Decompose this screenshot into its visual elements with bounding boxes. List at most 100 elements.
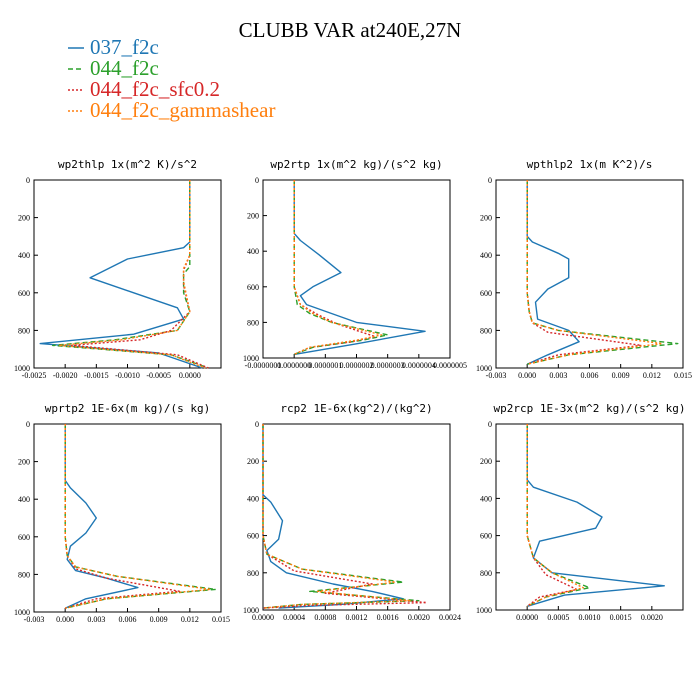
x-tick-label: 0.0000000 [277,361,311,370]
chart-panel: wp2thlp 1x(m^2 K)/s^202004006008001000-0… [14,158,222,380]
y-tick-label: 800 [18,570,30,579]
x-tick-label: 0.000 [518,371,536,380]
legend-label: 037_f2c [90,35,159,59]
x-tick-label: -0.003 [486,371,507,380]
series-line [526,180,679,365]
x-tick-label: -0.0000001 [245,361,282,370]
x-tick-label: 0.009 [612,371,630,380]
x-tick-label: 0.0000002 [340,361,374,370]
panel-title: wp2thlp 1x(m^2 K)/s^2 [58,158,197,171]
series-line [526,424,591,607]
y-tick-label: 1000 [14,608,30,617]
x-tick-label: 0.0000003 [371,361,405,370]
x-tick-label: 0.0024 [439,613,461,622]
x-tick-label: -0.0020 [53,371,78,380]
y-tick-label: 400 [18,495,30,504]
series-line [262,424,420,609]
y-tick-label: 200 [247,212,259,221]
x-tick-label: 0.0020 [641,613,663,622]
x-tick-label: 0.003 [87,615,105,624]
panel-frame [495,179,684,369]
y-tick-label: 600 [247,532,259,541]
y-tick-label: 400 [480,494,492,503]
y-tick-label: 0 [488,420,492,429]
figure-title: CLUBB VAR at240E,27N [239,18,462,42]
chart-panel: rcp2 1E-6x(kg^2)/(kg^2) 0 200 400 600 800 1000… [243,402,461,622]
panels: wp2thlp 1x(m^2 K)/s^202004006008001000-0… [14,158,692,624]
y-tick-label: 800 [480,326,492,335]
y-tick-label: 0 [488,176,492,185]
y-tick-label: 400 [18,251,30,260]
x-tick-label: -0.003 [24,615,45,624]
y-tick-label: 800 [18,326,30,335]
y-tick-label: 200 [480,457,492,466]
x-tick-label: 0.0016 [377,613,399,622]
y-tick-label: 400 [247,494,259,503]
x-tick-label: 0.0000 [252,613,274,622]
y-tick-label: 0 [255,420,259,429]
series-line [526,180,663,365]
x-tick-label: 0.0020 [408,613,430,622]
y-tick-label: 800 [247,318,259,327]
legend-label: 044_f2c [90,56,159,80]
series-line [64,424,181,609]
x-tick-label: 0.0000004 [402,361,436,370]
x-tick-label: 0.0015 [610,613,632,622]
y-tick-label: 0 [26,420,30,429]
y-tick-label: 200 [247,457,259,466]
series-line [526,180,580,365]
series-line [526,180,643,365]
x-tick-label: 0.0000 [179,371,201,380]
x-tick-label: 0.012 [643,371,661,380]
x-tick-label: 0.015 [674,371,692,380]
series-line [262,424,412,609]
x-tick-label: -0.0010 [115,371,140,380]
y-tick-label: 1000 [476,364,492,373]
series-line [293,180,383,356]
y-tick-label: 600 [18,533,30,542]
y-tick-label: 1000 [243,606,259,615]
legend-label: 044_f2c_sfc0.2 [90,77,220,101]
panel-title: wp2rtp 1x(m^2 kg)/(s^2 kg) [270,158,442,171]
x-tick-label: -0.0005 [146,371,171,380]
chart-panel: wpthlp2 1x(m K^2)/s 0 200 400 600 800 1000-0.0… [476,158,692,380]
series-line [293,180,426,356]
x-tick-label: 0.0010 [579,613,601,622]
x-tick-label: 0.0004 [283,613,305,622]
legend-label: 044_f2c_gammashear [90,98,275,122]
series-line [58,180,206,369]
legend: 037_f2c044_f2c044_f2c_sfc0.2044_f2c_gamm… [68,35,275,122]
panel-title: rcp2 1E-6x(kg^2)/(kg^2) [280,402,432,415]
panel-title: wprtp2 1E-6x(m kg)/(s kg) [45,402,211,415]
panel-frame [495,423,684,611]
y-tick-label: 1000 [243,354,259,363]
y-tick-label: 800 [480,569,492,578]
y-tick-label: 0 [26,176,30,185]
series-line [64,424,139,609]
series-line [70,180,209,369]
x-tick-label: -0.0015 [84,371,109,380]
panel-title: wpthlp2 1x(m K^2)/s [527,158,653,171]
y-tick-label: 0 [255,176,259,185]
x-tick-label: 0.0000005 [433,361,467,370]
chart-panel: wprtp2 1E-6x(m kg)/(s kg) 0 200 400 600 800 10… [14,402,230,624]
x-tick-label: 0.000 [56,615,74,624]
series-line [262,424,428,609]
y-tick-label: 600 [18,289,30,298]
x-tick-label: 0.015 [212,615,230,624]
x-tick-label: 0.006 [119,615,137,624]
series-line [64,424,212,609]
series-line [64,424,217,609]
x-tick-label: -0.0025 [22,371,47,380]
series-line [526,424,578,607]
y-tick-label: 400 [247,247,259,256]
x-tick-label: 0.0012 [346,613,368,622]
chart-panel: wp2rtp 1x(m^2 kg)/(s^2 kg) 0 200 400 600 800 1… [243,158,467,370]
y-tick-label: 600 [480,289,492,298]
panel-frame [262,423,451,611]
series-line [526,424,665,607]
panel-frame [33,179,222,369]
y-tick-label: 600 [480,532,492,541]
series-line [293,180,389,356]
x-tick-label: 0.012 [181,615,199,624]
